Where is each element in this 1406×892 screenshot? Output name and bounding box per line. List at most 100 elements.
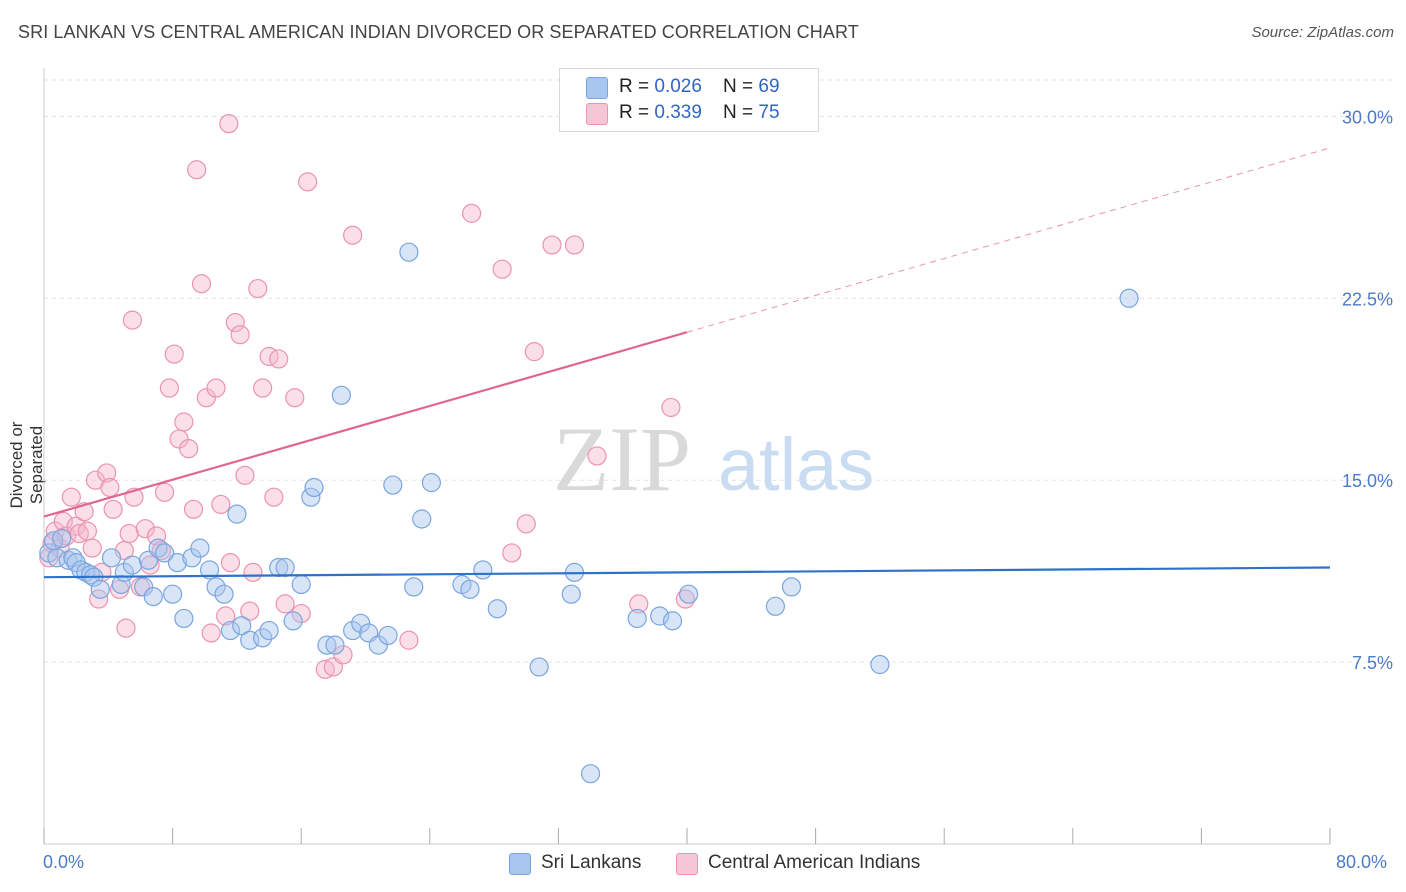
sri-lankans-point: [870, 654, 890, 675]
sri-lankans-point: [627, 608, 647, 629]
sri-lankans-point: [331, 385, 351, 405]
sri-lankans-point: [143, 587, 163, 607]
central-american-indians-point: [183, 499, 204, 519]
central-american-indians-point: [201, 623, 221, 643]
central-american-indians-point: [542, 235, 562, 255]
watermark-zip: ZIP: [553, 408, 691, 510]
sri-lankans-point: [317, 635, 337, 655]
chart-title: SRI LANKAN VS CENTRAL AMERICAN INDIAN DI…: [18, 22, 859, 42]
sri-lankans-point: [383, 475, 403, 495]
sri-lankans-point: [325, 635, 345, 655]
sri-lankans-trend-line: [43, 566, 1331, 579]
sri-lankans-point: [399, 242, 419, 262]
sri-lankans-point: [101, 548, 122, 568]
central-american-indians-point: [151, 540, 171, 561]
sri-lankans-point: [368, 635, 388, 655]
sri-lankans-point: [275, 557, 295, 578]
sri-lankans-point: [343, 620, 363, 641]
central-american-indians-point: [291, 603, 311, 624]
legend-swatch-pink: [586, 103, 608, 125]
central-american-indians-point: [502, 543, 522, 563]
central-american-indians-point: [524, 342, 544, 362]
sri-lankans-point: [283, 611, 303, 631]
legend-label-central-american-indians: Central American Indians: [708, 852, 921, 873]
central-american-indians-point: [564, 235, 585, 255]
central-american-indians-point: [235, 465, 255, 485]
central-american-indians-point: [240, 601, 260, 621]
series-legend: Sri Lankans Central American Indians: [0, 852, 1406, 878]
central-american-indians-point: [69, 523, 89, 544]
sri-lankans-point: [154, 543, 175, 563]
legend-stats-sri-lankans: R = 0.026 N = 69: [619, 76, 780, 97]
y-tick-label: 7.5%: [1352, 653, 1393, 673]
legend-swatch-blue: [586, 77, 608, 99]
sri-lankans-point: [220, 620, 241, 641]
central-american-indians-point: [61, 487, 81, 507]
central-american-indians-trend-extension: [686, 147, 1331, 333]
central-american-indians-point: [248, 278, 268, 299]
sri-lankans-point: [679, 584, 699, 604]
central-american-indians-point: [587, 446, 607, 466]
central-american-indians-point: [164, 344, 184, 364]
central-american-indians-point: [216, 606, 236, 626]
legend-swatch-pink: [676, 853, 698, 875]
central-american-indians-point: [122, 310, 143, 330]
y-tick-labels: 7.5% 15.0% 22.5% 30.0%: [1342, 107, 1393, 673]
central-american-indians-point: [82, 538, 102, 558]
sri-lankans-point: [460, 579, 480, 599]
sri-lankans-point: [421, 473, 442, 493]
sri-lankans-point: [232, 616, 252, 636]
central-american-indians-point: [219, 114, 239, 134]
sri-lankans-point: [190, 538, 210, 558]
sri-lankans-point: [167, 553, 188, 573]
central-american-indians-point: [275, 594, 295, 614]
central-american-indians-point: [89, 589, 109, 609]
sri-lankans-point: [473, 560, 493, 580]
sri-lankans-point: [111, 574, 131, 595]
central-american-indians-point: [187, 160, 207, 180]
central-american-indians-point: [179, 439, 199, 459]
sri-lankans-point: [1119, 288, 1139, 308]
central-american-indians-point: [103, 499, 123, 519]
central-american-indians-point: [264, 487, 284, 507]
central-american-indians-point: [629, 594, 649, 614]
central-american-indians-point: [269, 349, 289, 369]
central-american-indians-point: [220, 553, 241, 573]
sri-lankans-point: [412, 509, 432, 529]
sri-lankans-point: [163, 584, 183, 604]
y-tick-label: 15.0%: [1342, 471, 1393, 491]
trend-lines: [43, 147, 1331, 579]
sri-lankans-point: [253, 628, 273, 648]
central-american-indians-point: [461, 203, 482, 223]
sri-lankans-points: [39, 242, 1139, 784]
central-american-indians-point: [159, 378, 179, 398]
central-american-indians-trend-line: [43, 331, 688, 518]
sri-lankans-point: [174, 608, 194, 629]
central-american-indians-point: [53, 511, 73, 532]
sri-lankans-point: [182, 548, 202, 568]
central-american-indians-point: [516, 514, 536, 534]
source-label: Source: ZipAtlas.com: [1251, 24, 1394, 41]
x-tick-label-min: 0.0%: [43, 852, 85, 872]
central-american-indians-point: [492, 259, 512, 279]
sri-lankans-point: [304, 477, 324, 498]
sri-lankans-point: [781, 577, 802, 597]
sri-lankans-point: [291, 574, 311, 595]
central-american-indians-point: [77, 521, 98, 541]
central-american-indians-point: [116, 618, 136, 638]
x-axis: [43, 68, 1331, 845]
sri-lankans-point: [199, 560, 220, 580]
sri-lankans-point: [47, 548, 67, 568]
correlation-legend: R = 0.026 N = 69 R = 0.339 N = 75: [559, 68, 819, 132]
central-american-indians-point: [206, 378, 226, 398]
central-american-indians-point: [285, 388, 305, 408]
central-american-indians-point: [100, 477, 120, 498]
central-american-indians-point: [333, 645, 353, 665]
central-american-indians-point: [135, 519, 155, 539]
x-tick-label-max: 80.0%: [1336, 852, 1388, 872]
central-american-indians-point: [243, 562, 263, 582]
y-tick-label: 30.0%: [1342, 107, 1393, 127]
central-american-indians-point: [225, 312, 245, 333]
legend-stats-central-american-indians: R = 0.339 N = 75: [619, 102, 780, 123]
y-tick-label: 22.5%: [1342, 289, 1393, 309]
